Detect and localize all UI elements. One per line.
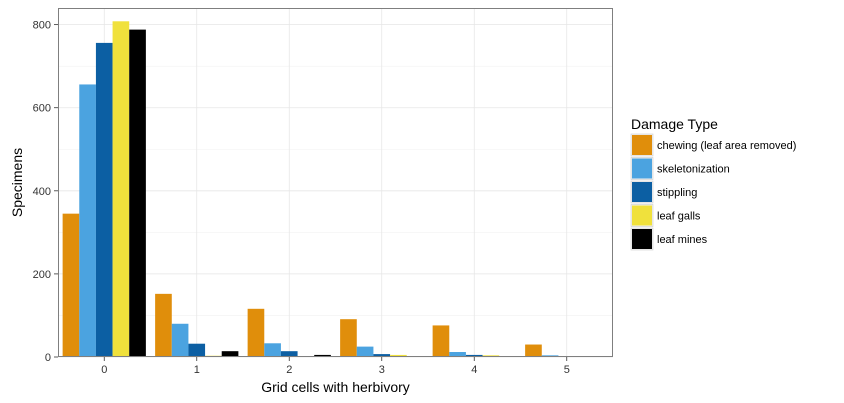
legend-label: chewing (leaf area removed) xyxy=(657,140,796,152)
bar xyxy=(112,21,130,358)
bar xyxy=(171,323,189,357)
legend-swatch xyxy=(632,205,652,226)
bar xyxy=(95,42,113,358)
bar xyxy=(356,346,374,357)
bar xyxy=(373,354,391,357)
x-axis-title: Grid cells with herbivory xyxy=(261,379,410,395)
x-tick-label: 5 xyxy=(564,364,570,376)
x-tick-label: 2 xyxy=(286,364,292,376)
x-tick-label: 4 xyxy=(471,364,477,376)
x-tick-label: 0 xyxy=(101,364,107,376)
bar xyxy=(155,293,172,357)
bars xyxy=(62,21,609,358)
bar xyxy=(340,319,357,357)
bar xyxy=(432,325,450,357)
y-tick-label: 600 xyxy=(33,103,51,115)
y-tick-label: 800 xyxy=(33,20,51,32)
legend-label: leaf galls xyxy=(657,211,701,223)
bar xyxy=(525,344,542,357)
bar xyxy=(314,354,331,357)
legend: Damage Type chewing (leaf area removed) s… xyxy=(630,116,796,251)
y-tick-label: 400 xyxy=(33,186,51,198)
legend-swatch xyxy=(632,229,652,249)
legend-swatch xyxy=(632,135,652,155)
bar xyxy=(129,29,146,357)
bar xyxy=(280,351,298,357)
bar xyxy=(62,213,80,357)
legend-label: leaf mines xyxy=(657,234,708,246)
bar xyxy=(188,343,206,357)
y-axis: 0 200 400 600 800 xyxy=(33,20,58,364)
y-tick-label: 0 xyxy=(45,352,51,364)
x-tick-label: 3 xyxy=(379,364,385,376)
legend-swatch xyxy=(632,158,652,179)
bar xyxy=(247,308,265,357)
y-tick-label: 200 xyxy=(33,269,51,281)
legend-title: Damage Type xyxy=(631,116,718,132)
x-tick-label: 1 xyxy=(194,364,200,376)
y-axis-title: Specimens xyxy=(9,148,25,217)
bar xyxy=(390,354,407,357)
x-axis: 0 1 2 3 4 5 xyxy=(101,357,570,376)
bar xyxy=(465,354,483,357)
legend-label: skeletonization xyxy=(657,164,730,176)
legend-swatch xyxy=(632,182,652,202)
bar xyxy=(449,352,466,357)
legend-label: stippling xyxy=(657,187,697,199)
bar xyxy=(79,84,96,357)
bar xyxy=(221,351,239,357)
bar xyxy=(264,343,281,357)
plot-border xyxy=(58,8,613,357)
